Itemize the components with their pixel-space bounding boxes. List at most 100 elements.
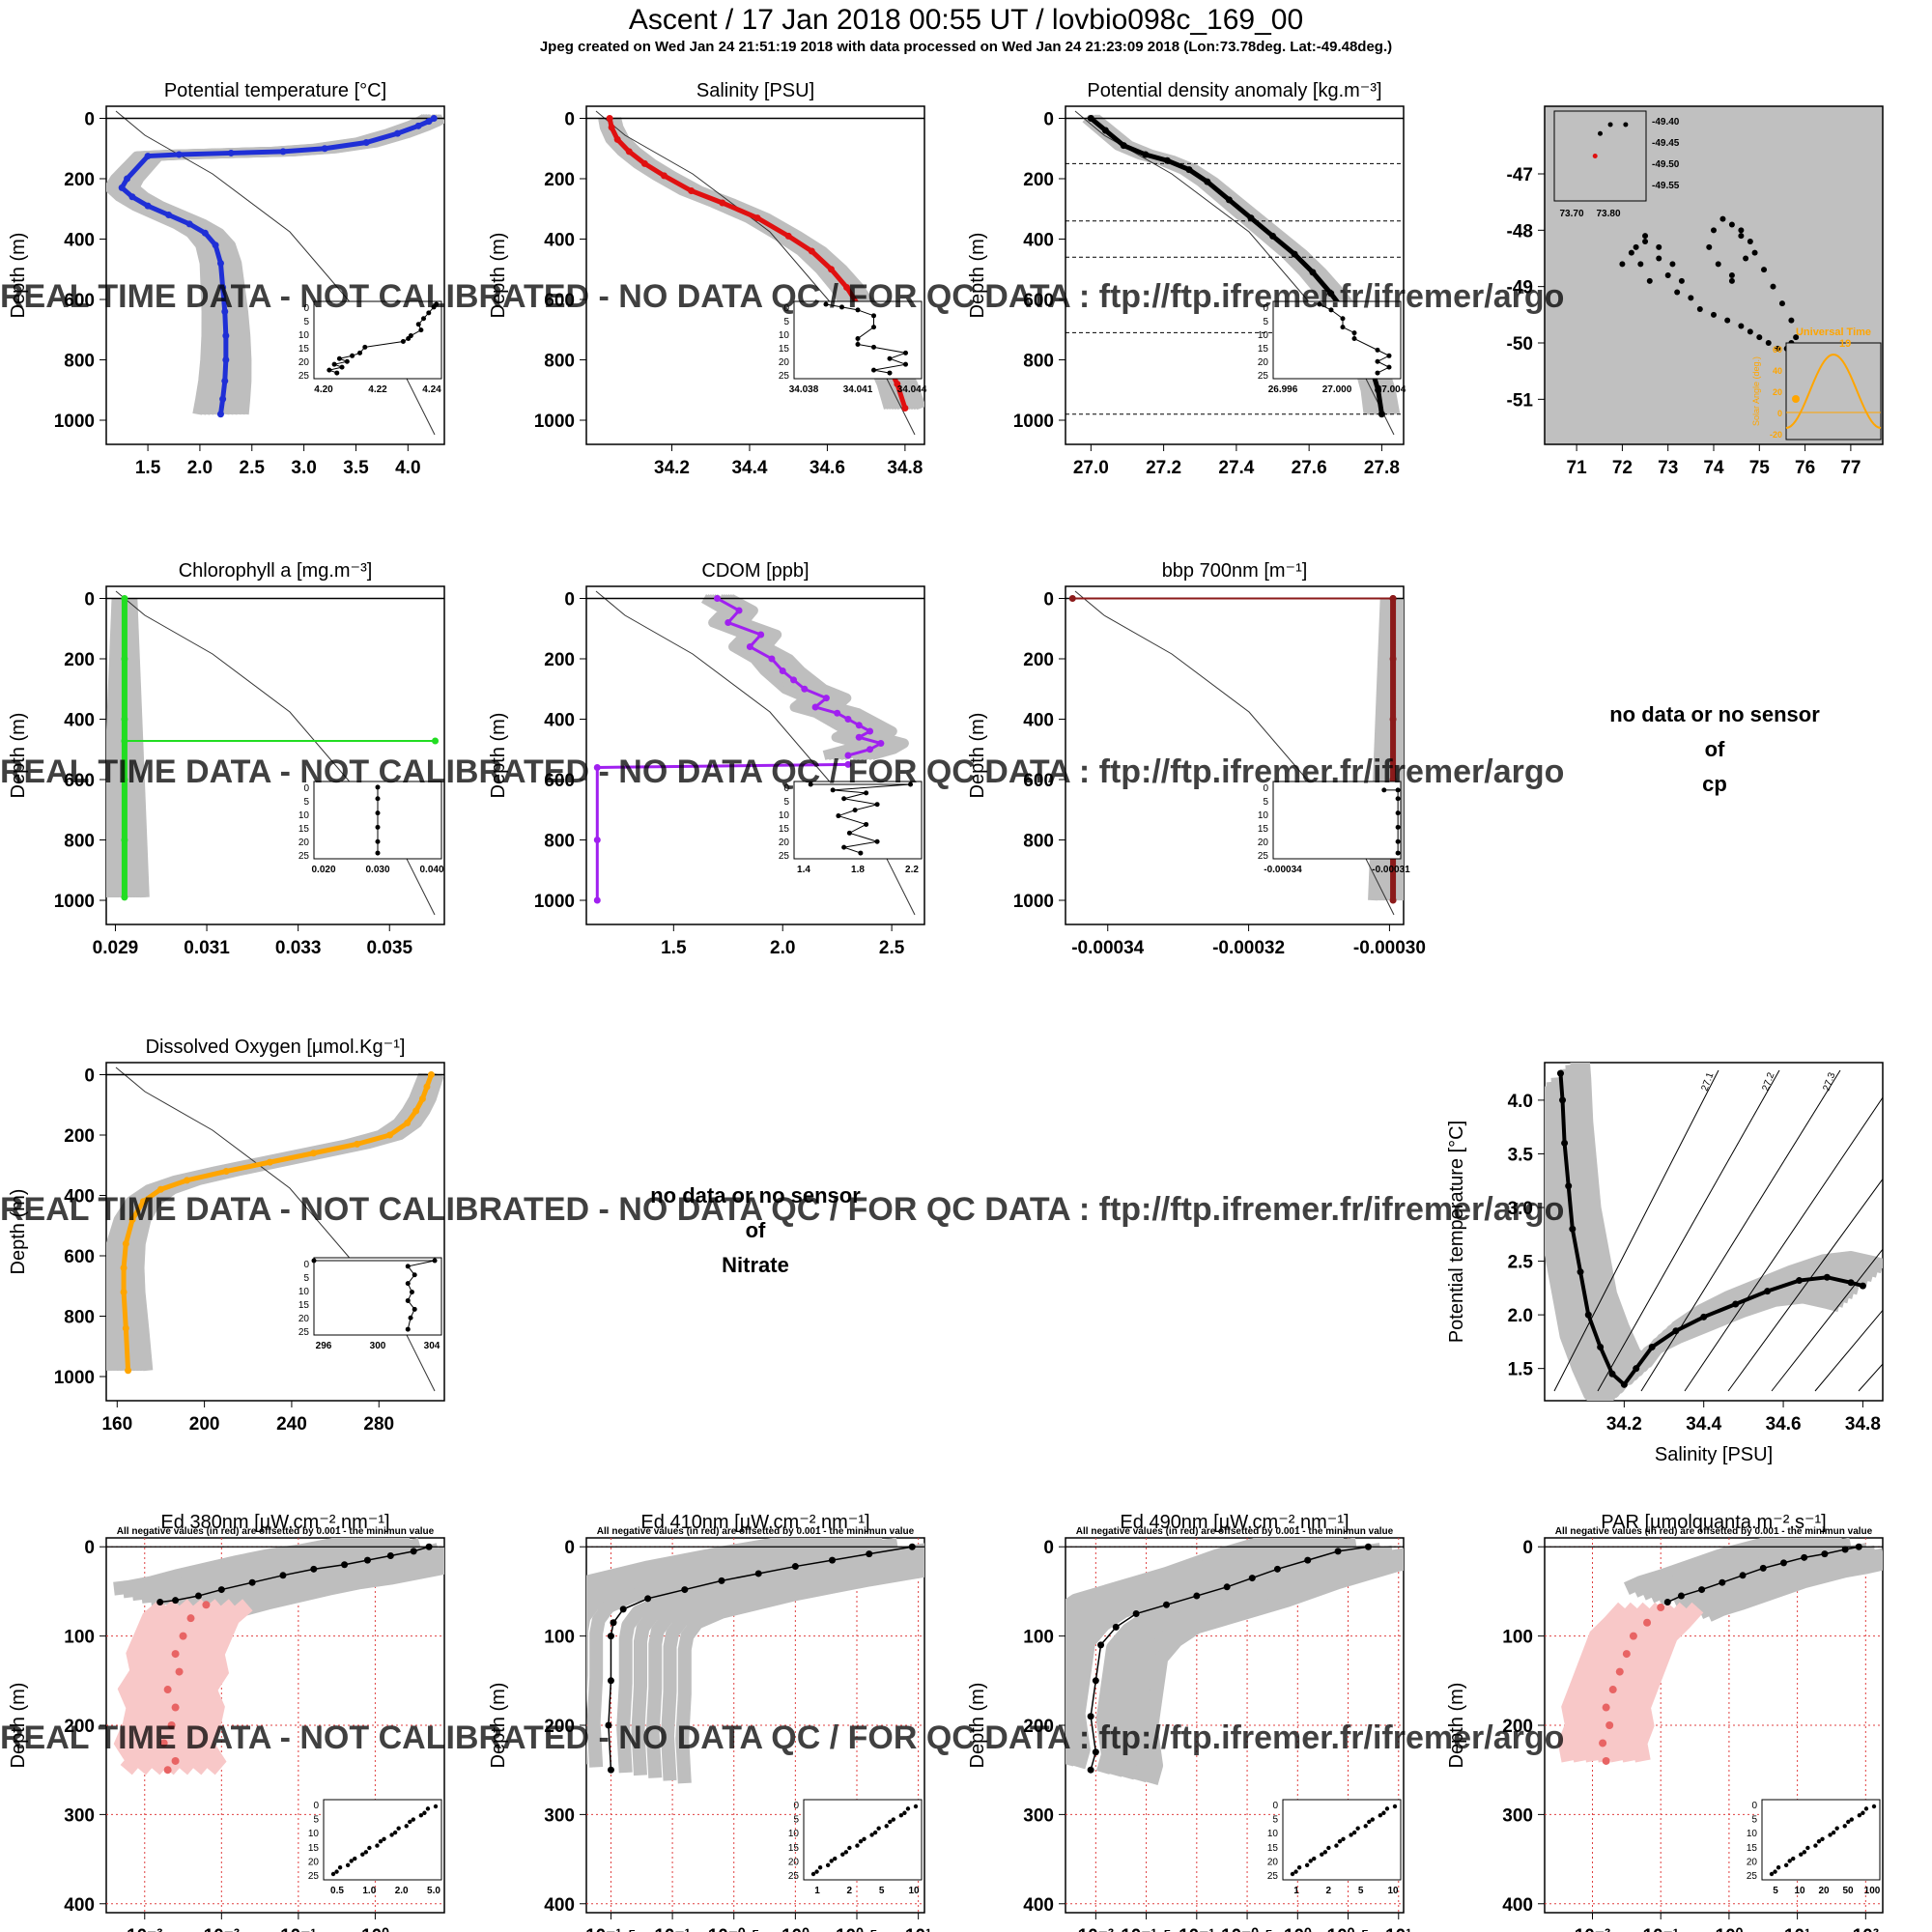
cdom-xtick-label: 2.0 [770,938,795,958]
oxygen-data-point [354,1140,361,1148]
ed380-negative-point [171,1756,180,1765]
map-xtick-label: 72 [1612,458,1633,478]
ed380-inset-point [330,1871,336,1877]
cdom-historical-profiles [700,594,909,760]
ed410-inset-point [876,1826,881,1831]
bbp-inset-point [1395,850,1401,856]
map-track-point [1688,295,1694,301]
bbp-inset-point [1395,796,1401,802]
bbp-inset-xtick-label: -0.00031 [1372,865,1410,875]
bbp-inset-frame [1272,781,1402,860]
oxygen-inset-frame [313,1257,442,1336]
temperature-xtick-label: 3.0 [291,458,316,478]
ed380-xtick-label: 10⁰ [361,1926,389,1932]
ts-isopycnal-line [1553,1069,1719,1392]
salinity-data-point [901,405,909,412]
ed490-profile-line [1090,1546,1369,1771]
ed410-inset-ytick-label: 10 [788,1829,800,1839]
salinity-ytick-label: 600 [544,291,575,311]
cdom-ylabel: Depth (m) [488,713,509,799]
oxygen-inset-point [405,1297,411,1303]
temperature-profile-series [118,116,437,417]
temperature-data-point [185,220,193,228]
bbp-inset-point [1381,787,1387,793]
density-xtick-label: 27.2 [1146,458,1181,478]
density-inset-ytick-label: 0 [1263,303,1268,314]
ed410-inset-point [817,1865,823,1870]
ed380-negative-point [171,1650,180,1659]
ed380-inset-point [360,1852,365,1857]
map-panel: 71 72 73 74 75 76 77 -47 -48 -49 -50 -51 -49.40 -49.4… [1507,105,1884,478]
density-inset-point [1340,325,1346,330]
ts-panel: Potential temperature [°C] Salinity [PSU]… [1446,1062,1884,1465]
par-inset-point [1857,1812,1862,1818]
temperature-inset-point [421,316,427,322]
par-inset-ytick-label: 10 [1747,1829,1758,1839]
ed410-inset-point [891,1817,896,1822]
chlorophyll-inset-point [375,838,381,844]
ed490-inset-point [1304,1862,1310,1868]
ed410-inset-ytick-label: 25 [788,1871,800,1882]
temperature-data-point [128,193,136,201]
density-ytick-label: 600 [1023,291,1054,311]
cdom-data-point [822,695,830,702]
temperature-data-point [219,395,227,403]
density-inset-point [1340,316,1346,322]
ed490-inset-ytick-label: 15 [1267,1843,1279,1854]
par-inset-ytick-label: 0 [1751,1801,1757,1811]
ed380-negative-point [171,1703,180,1712]
par-title: PAR [µmolquanta.m⁻².s⁻¹] [1601,1512,1826,1533]
map-track-point [1765,340,1772,346]
ed490-inset-xtick-label: 10 [1387,1886,1399,1896]
ed410-ytick-label: 300 [544,1805,575,1826]
salinity-data-point [808,247,815,255]
ts-xtick-label: 34.2 [1606,1414,1642,1435]
ts-data-point [1597,1343,1605,1350]
temperature-ytick-label: 1000 [54,412,95,432]
density-data-point [1087,115,1094,122]
bbp-ytick-label: 1000 [1013,892,1054,912]
map-track-point [1738,233,1745,240]
chlorophyll-data-point [432,737,440,745]
oxygen-inset-ytick-label: 25 [298,1327,310,1338]
temperature-inset-point [357,350,363,355]
ed490-inset-xtick-label: 2 [1326,1886,1332,1896]
cdom-inset-ytick-label: 5 [783,797,789,808]
cdom-data-point [855,722,863,729]
ed410-inset-xtick-label: 10 [908,1886,920,1896]
temperature-inset-point [406,336,412,342]
ed380-negative-point [202,1601,211,1609]
oxygen-data-point [120,1264,128,1271]
ed380-inset: 0 5 10 15 20 25 0.5 1.0 2.0 5.0 [308,1799,442,1896]
temperature-data-point [362,139,370,146]
cdom-inset-point [858,850,864,856]
oxygen-inset-xtick-label: 296 [316,1341,332,1351]
oxygen-inset-point [405,1281,411,1287]
map-track-point [1751,249,1758,256]
sun-inset-hour: 19 [1839,338,1851,350]
map-track-point [1706,243,1713,250]
cdom-inset-ytick-label: 20 [779,838,790,848]
par-inset-point [1842,1824,1847,1829]
par-inset-point [1791,1856,1796,1861]
par-panel: PAR [µmolquanta.m⁻².s⁻¹] Depth (m) 10⁻² 10⁻… [1446,1512,1884,1932]
oxygen-data-point [120,1289,128,1295]
par-inset-xtick-label: 5 [1773,1886,1778,1896]
density-data-point [1327,290,1335,298]
par-negative-point [1605,1721,1614,1729]
ed490-inset-point [1334,1843,1339,1848]
ed490-ytick-label: 300 [1023,1805,1054,1826]
temperature-inset-point [331,361,337,367]
ed490-inset-point [1326,1845,1331,1851]
temperature-xtick-label: 4.0 [395,458,420,478]
cdom-inset-point [852,808,858,813]
temperature-plot-area [105,105,445,445]
oxygen-ytick-label: 600 [64,1247,95,1267]
salinity-inset: 0 5 10 15 20 25 34.038 34.041 34.044 [779,300,927,395]
ed410-inset-point [855,1843,860,1848]
par-xtick-label: 10⁻¹ [1642,1926,1679,1932]
density-data-point [1378,411,1385,418]
ts-ytick-label: 1.5 [1508,1360,1534,1380]
map-track-point [1761,267,1768,273]
